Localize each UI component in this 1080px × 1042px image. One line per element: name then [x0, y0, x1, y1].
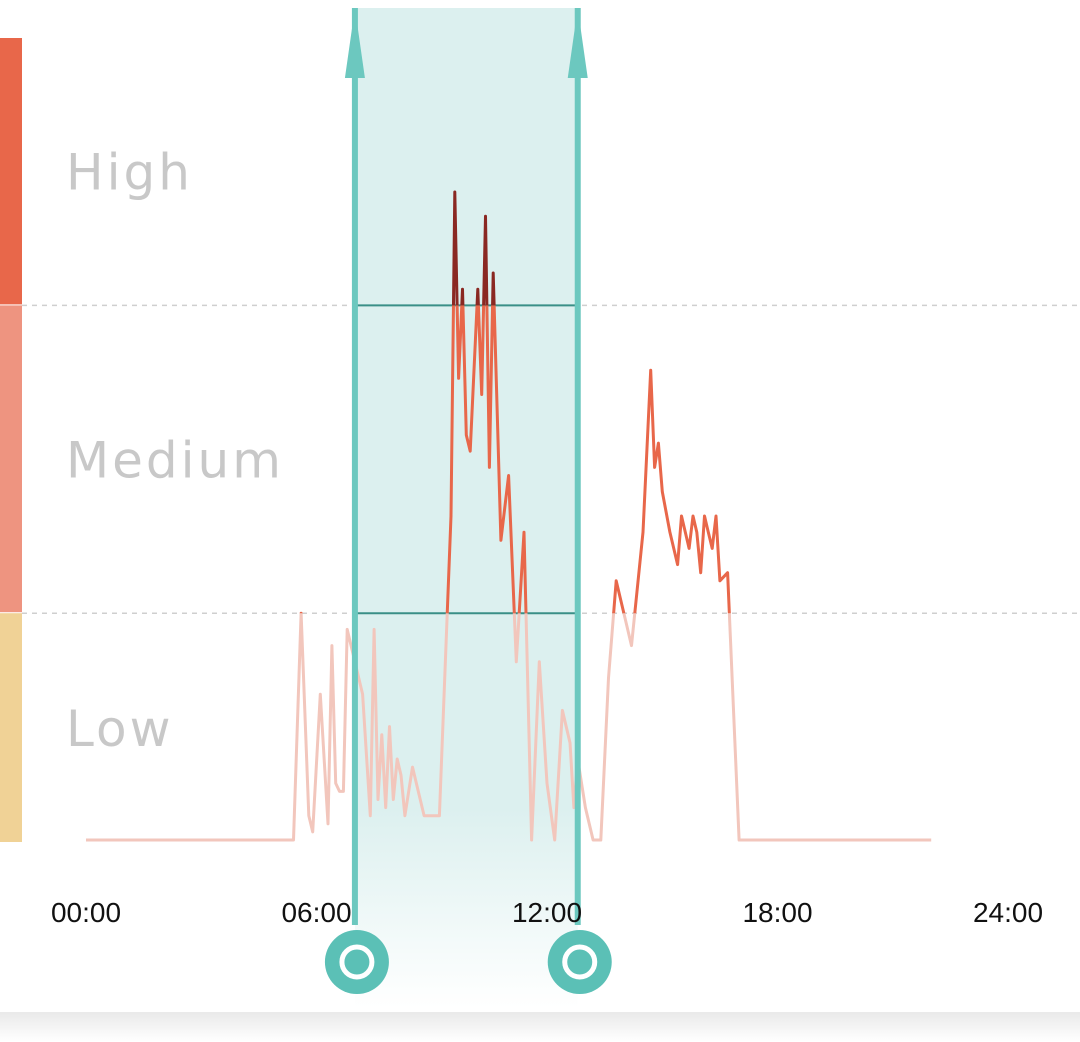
x-tick-label: 24:00 — [973, 897, 1043, 928]
x-tick-label: 00:00 — [51, 897, 121, 928]
selection-edges — [344, 8, 588, 925]
level-label-high: High — [66, 144, 193, 202]
level-bar-medium — [0, 305, 22, 613]
level-labels: High Medium Low — [66, 144, 284, 758]
arrow-up-icon — [567, 8, 588, 78]
x-tick-label: 18:00 — [742, 897, 812, 928]
x-tick-label: 12:00 — [512, 897, 582, 928]
handle-ring-icon — [562, 944, 598, 980]
level-bar — [0, 38, 22, 842]
level-bar-low — [0, 613, 22, 842]
selection-band — [354, 8, 578, 1008]
level-label-medium: Medium — [66, 431, 284, 489]
series-line-low — [86, 613, 932, 842]
level-bar-high — [0, 38, 22, 305]
selection-handles[interactable] — [324, 930, 612, 994]
x-tick-label: 06:00 — [281, 897, 351, 928]
arrow-up-icon — [344, 8, 365, 78]
series-line-medium — [299, 305, 731, 614]
threshold-lines — [22, 304, 1080, 615]
level-label-low: Low — [66, 700, 173, 758]
handle-knob[interactable] — [324, 930, 389, 994]
handle-knob[interactable] — [547, 930, 612, 994]
selection-end-handle[interactable] — [547, 930, 612, 994]
handle-ring-icon — [339, 944, 375, 980]
selection-start-handle[interactable] — [324, 930, 389, 994]
x-axis-ticks: 00:00 06:00 12:00 18:00 24:00 — [51, 897, 1043, 928]
bottom-shadow — [0, 1012, 1080, 1042]
series-line — [86, 190, 932, 842]
